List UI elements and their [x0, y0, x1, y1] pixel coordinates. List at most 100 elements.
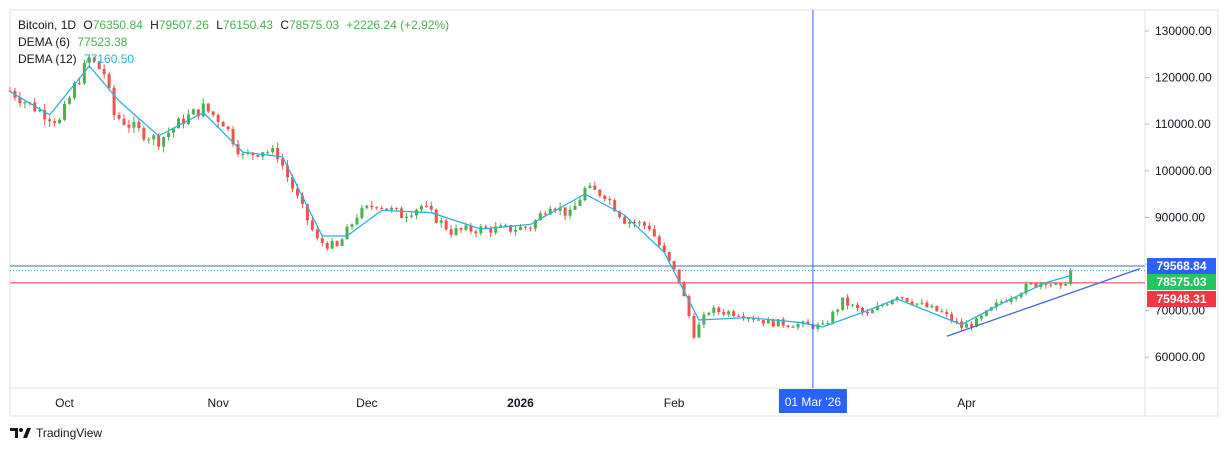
candle-body: [558, 207, 562, 211]
candle-body: [1044, 282, 1048, 285]
candle-body: [469, 225, 473, 232]
candle-body: [1034, 283, 1038, 288]
candle-body: [826, 323, 830, 325]
candle-body: [266, 152, 270, 154]
candle-body: [1059, 283, 1063, 286]
candle-body: [315, 229, 319, 239]
candle-body: [647, 225, 651, 230]
candle-body: [489, 227, 493, 233]
price-badge-label: 75948.31: [1156, 292, 1206, 306]
candle-body: [405, 216, 409, 218]
candle-body: [697, 324, 701, 338]
candle-body: [994, 302, 998, 308]
candle-body: [984, 310, 988, 316]
candle-body: [870, 310, 874, 314]
candle-body: [737, 315, 741, 317]
candle-body: [335, 241, 339, 246]
candle-body: [533, 220, 537, 229]
y-tick-label: 60000.00: [1155, 350, 1205, 364]
candle-body: [930, 305, 934, 308]
candle-body: [400, 208, 404, 218]
candle-body: [851, 304, 855, 306]
candle-body: [766, 319, 770, 324]
candle-body: [454, 228, 458, 235]
candle-body: [514, 230, 518, 232]
candle-body: [132, 121, 136, 128]
candle-body: [955, 321, 959, 323]
candle-body: [578, 200, 582, 206]
candle-body: [449, 229, 453, 235]
candle-body: [950, 314, 954, 322]
candle-body: [18, 97, 22, 104]
candle-body: [360, 207, 364, 218]
legend-dema6-value: 77523.38: [77, 35, 128, 49]
candle-body: [682, 282, 686, 297]
candle-body: [172, 128, 176, 133]
candle-body: [211, 111, 215, 116]
candle-body: [1019, 293, 1023, 298]
candle-body: [152, 135, 156, 140]
trend-line[interactable]: [946, 268, 1141, 337]
candle-body: [286, 165, 290, 178]
candle-body: [786, 325, 790, 327]
candle-body: [618, 211, 622, 218]
candle-body: [940, 311, 944, 313]
candle-body: [657, 236, 661, 246]
candle-body: [439, 220, 443, 223]
candle-body: [608, 199, 612, 201]
candle-body: [43, 109, 47, 120]
candle-body: [791, 326, 795, 328]
candle-body: [509, 225, 513, 232]
candle-body: [1054, 283, 1058, 285]
candle-body: [221, 121, 225, 127]
candle-body: [1049, 284, 1053, 286]
crosshair-date-label: 01 Mar '26: [785, 395, 842, 409]
candle-body: [806, 321, 810, 325]
candle-body: [519, 226, 523, 231]
y-tick-label: 100000.00: [1155, 164, 1212, 178]
candle-body: [573, 205, 577, 210]
candle-body: [8, 90, 12, 92]
chart-legend: Bitcoin, 1D O76350.84 H79507.26 L76150.4…: [18, 17, 449, 68]
candle-body: [776, 319, 780, 327]
legend-ohlc-row[interactable]: Bitcoin, 1D O76350.84 H79507.26 L76150.4…: [18, 18, 450, 32]
candle-body: [613, 200, 617, 212]
x-tick-label: Nov: [207, 396, 228, 410]
candle-body: [97, 61, 101, 69]
chart-frame: [9, 9, 1219, 417]
candle-body: [102, 68, 106, 75]
candle-body: [717, 307, 721, 313]
price-badge-crosshair: [1147, 258, 1216, 275]
candle-body: [831, 311, 835, 324]
candle-body: [236, 144, 240, 155]
candle-body: [642, 222, 646, 226]
y-tick-label: 130000.00: [1155, 24, 1212, 38]
candle-body: [563, 207, 567, 216]
price-badge-last: [1147, 274, 1216, 291]
candle-body: [23, 102, 27, 104]
legend-open-label: O: [83, 18, 93, 32]
candle-body: [87, 57, 91, 63]
candle-body: [677, 269, 681, 283]
candle-body: [707, 312, 711, 315]
candle-body: [746, 318, 750, 320]
legend-dema6-row[interactable]: DEMA (6) 77523.38: [18, 34, 449, 51]
dema-line: [9, 64, 1071, 328]
candle-body: [365, 205, 369, 208]
candle-body: [692, 316, 696, 338]
brand[interactable]: TradingView: [10, 426, 102, 440]
legend-dema12-row[interactable]: DEMA (12) 77160.50: [18, 51, 449, 68]
candle-body: [1014, 297, 1018, 299]
candle-body: [320, 238, 324, 243]
candle-body: [444, 220, 448, 230]
candle-body: [122, 118, 126, 125]
candle-body: [543, 213, 547, 215]
candle-body: [821, 323, 825, 325]
candle-body: [434, 209, 438, 223]
candle-body: [900, 297, 904, 299]
x-tick-label: Oct: [55, 396, 74, 410]
candle-body: [875, 305, 879, 311]
candle-body: [177, 118, 181, 129]
